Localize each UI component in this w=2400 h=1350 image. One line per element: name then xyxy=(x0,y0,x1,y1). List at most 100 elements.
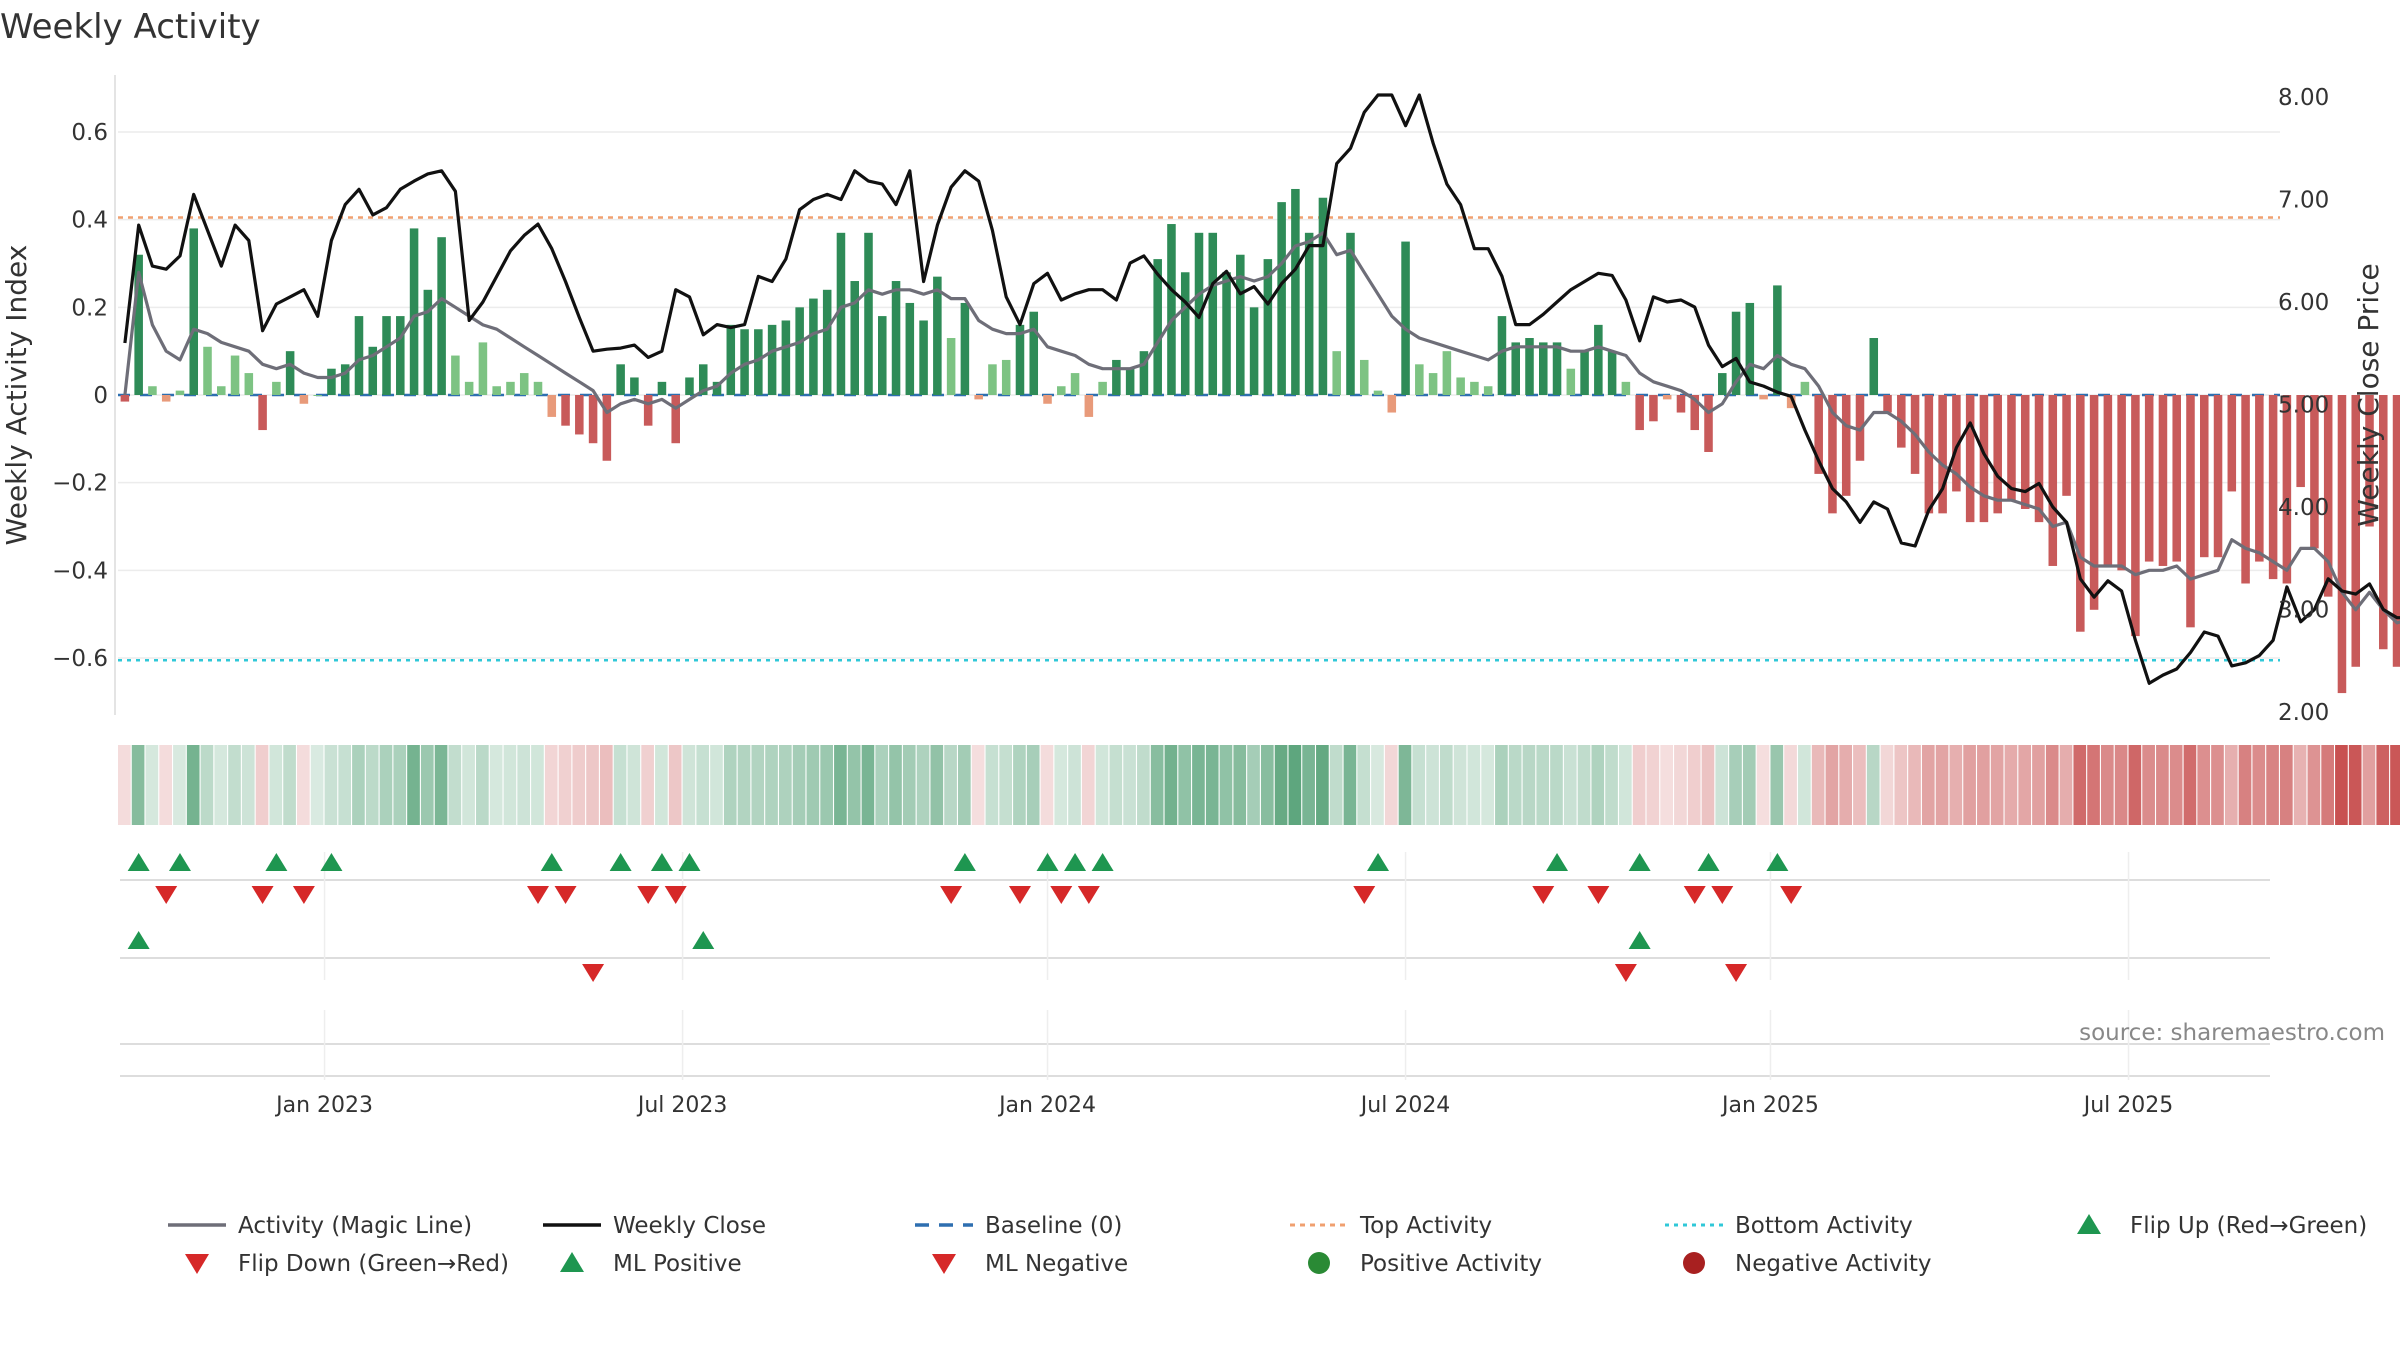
activity-bar xyxy=(120,395,130,402)
heat-cell xyxy=(159,745,172,825)
flip-down-marker xyxy=(1077,886,1100,904)
heat-cell xyxy=(2376,745,2390,825)
activity-bar xyxy=(1525,338,1534,395)
activity-bar xyxy=(781,320,791,395)
y-axis-label-left: Weekly Activity Index xyxy=(0,245,33,546)
heat-cell xyxy=(310,745,324,825)
activity-bar xyxy=(464,381,474,395)
heat-cell xyxy=(544,745,558,825)
activity-bar xyxy=(437,237,446,395)
legend-item-baseline: Baseline (0) xyxy=(915,1213,1122,1239)
heat-cell xyxy=(710,745,723,825)
heat-cell xyxy=(2197,745,2211,825)
activity-bar xyxy=(1745,302,1755,395)
heat-cell xyxy=(2293,745,2307,825)
activity-bar xyxy=(1607,351,1617,395)
heat-cell xyxy=(1949,745,1963,825)
heat-cell xyxy=(531,745,544,825)
activity-bar xyxy=(1167,224,1176,395)
legend-swatch xyxy=(2077,1214,2101,1234)
heat-cell xyxy=(875,745,889,825)
activity-bar xyxy=(1635,395,1644,431)
heat-cell xyxy=(338,745,352,825)
activity-bar xyxy=(946,338,956,395)
activity-bar xyxy=(547,395,557,417)
flip-down-marker xyxy=(1780,886,1803,904)
heat-cell xyxy=(2156,745,2169,825)
activity-bar xyxy=(2117,395,2126,571)
activity-bar xyxy=(423,289,433,395)
heat-cell xyxy=(765,745,778,825)
legend-item-posact: Positive Activity xyxy=(1308,1251,1542,1277)
activity-bar xyxy=(575,395,584,435)
activity-bar xyxy=(1662,395,1672,400)
right-tick-label: 6.00 xyxy=(2278,290,2329,316)
activity-bar xyxy=(1043,395,1052,404)
heat-cell xyxy=(586,745,599,825)
flip-down-marker xyxy=(1711,886,1734,904)
heat-cell xyxy=(1715,745,1729,825)
heat-cell xyxy=(1274,745,1288,825)
right-tick-label: 8.00 xyxy=(2278,85,2329,111)
heat-cell xyxy=(820,745,833,825)
heat-cell xyxy=(462,745,475,825)
heat-cell xyxy=(1205,745,1219,825)
heat-cell xyxy=(1192,745,1205,825)
heat-cell xyxy=(1316,745,1329,825)
x-tick-label: Jan 2025 xyxy=(1720,1093,1819,1118)
ml-positive-marker xyxy=(692,931,715,949)
activity-bar xyxy=(492,386,501,395)
left-tick-label: −0.4 xyxy=(52,558,108,584)
flip-down-marker xyxy=(1050,886,1073,904)
flip-up-marker xyxy=(1546,853,1569,871)
flip-up-marker xyxy=(1091,853,1114,871)
activity-bar xyxy=(1070,373,1080,395)
activity-bar xyxy=(340,364,350,395)
heat-cell xyxy=(2211,745,2224,825)
legend-item-mlneg: ML Negative xyxy=(932,1251,1128,1277)
activity-bar xyxy=(850,281,860,395)
flip-down-marker xyxy=(940,886,963,904)
legend-label: ML Negative xyxy=(985,1251,1128,1277)
activity-bar xyxy=(1249,307,1259,395)
activity-bar xyxy=(712,381,722,395)
activity-bar xyxy=(382,316,391,395)
activity-bar xyxy=(1786,395,1796,409)
magic-line-series xyxy=(123,231,2400,625)
activity-bar xyxy=(1112,359,1121,395)
legend-item-flipdown: Flip Down (Green→Red) xyxy=(185,1251,509,1277)
heat-cell xyxy=(861,745,875,825)
activity-bar xyxy=(1332,351,1341,395)
flip-up-marker xyxy=(650,853,673,871)
activity-bar xyxy=(1208,232,1218,395)
activity-bar xyxy=(203,346,212,395)
heat-cell xyxy=(1701,745,1715,825)
heat-cell xyxy=(958,745,971,825)
heat-cell xyxy=(393,745,407,825)
activity-bar xyxy=(506,381,515,395)
activity-bar xyxy=(2213,395,2223,558)
activity-bar xyxy=(2379,395,2388,650)
activity-bar xyxy=(616,364,625,395)
activity-bar xyxy=(2020,395,2030,509)
flip-up-marker xyxy=(320,853,343,871)
x-tick-label: Jul 2024 xyxy=(1359,1093,1451,1118)
activity-bar xyxy=(740,329,749,395)
activity-bar xyxy=(1511,342,1520,395)
flip-up-marker xyxy=(168,853,191,871)
activity-bar xyxy=(2310,395,2319,549)
activity-bar xyxy=(217,386,226,395)
heat-cell xyxy=(1233,745,1247,825)
activity-bar xyxy=(754,329,763,395)
activity-bar xyxy=(878,316,887,395)
x-tick-label: Jan 2023 xyxy=(274,1093,373,1118)
left-tick-label: 0.6 xyxy=(71,120,108,146)
activity-bar xyxy=(1001,359,1011,395)
activity-bar xyxy=(2034,395,2044,523)
heat-cell xyxy=(1054,745,1068,825)
heat-cell xyxy=(1137,745,1150,825)
heat-cell xyxy=(751,745,765,825)
activity-bar xyxy=(767,324,777,395)
flip-down-marker xyxy=(155,886,178,904)
heat-cell xyxy=(2142,745,2155,825)
